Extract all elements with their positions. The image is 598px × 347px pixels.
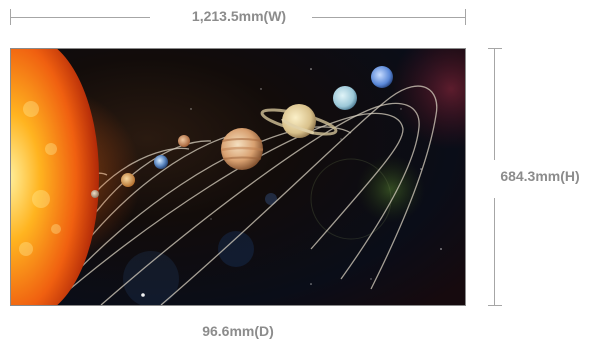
neptune-planet xyxy=(371,66,393,88)
mercury-planet xyxy=(91,190,99,198)
height-line-top xyxy=(494,48,495,160)
depth-label: 96.6mm(D) xyxy=(202,323,274,339)
height-label: 684.3mm(H) xyxy=(500,168,580,184)
width-line-right xyxy=(312,17,466,18)
height-tick-top xyxy=(488,48,502,49)
width-tick-left xyxy=(10,9,11,25)
jupiter-planet xyxy=(220,128,264,170)
uranus-planet xyxy=(333,86,357,110)
solar-system-image xyxy=(11,49,465,305)
width-line-left xyxy=(10,17,150,18)
width-label: 1,213.5mm(W) xyxy=(191,8,287,24)
width-tick-right xyxy=(465,9,466,25)
green-nebula-glow xyxy=(357,155,425,223)
display-screen xyxy=(10,48,466,306)
nebula-glow xyxy=(391,49,465,149)
saturn-planet xyxy=(260,104,338,138)
venus-planet xyxy=(121,173,135,187)
height-tick-bottom xyxy=(488,305,502,306)
sun xyxy=(11,49,99,305)
mars-planet xyxy=(178,135,190,147)
star-field xyxy=(141,68,442,297)
height-line-bottom xyxy=(494,198,495,306)
earth-planet xyxy=(154,155,168,169)
